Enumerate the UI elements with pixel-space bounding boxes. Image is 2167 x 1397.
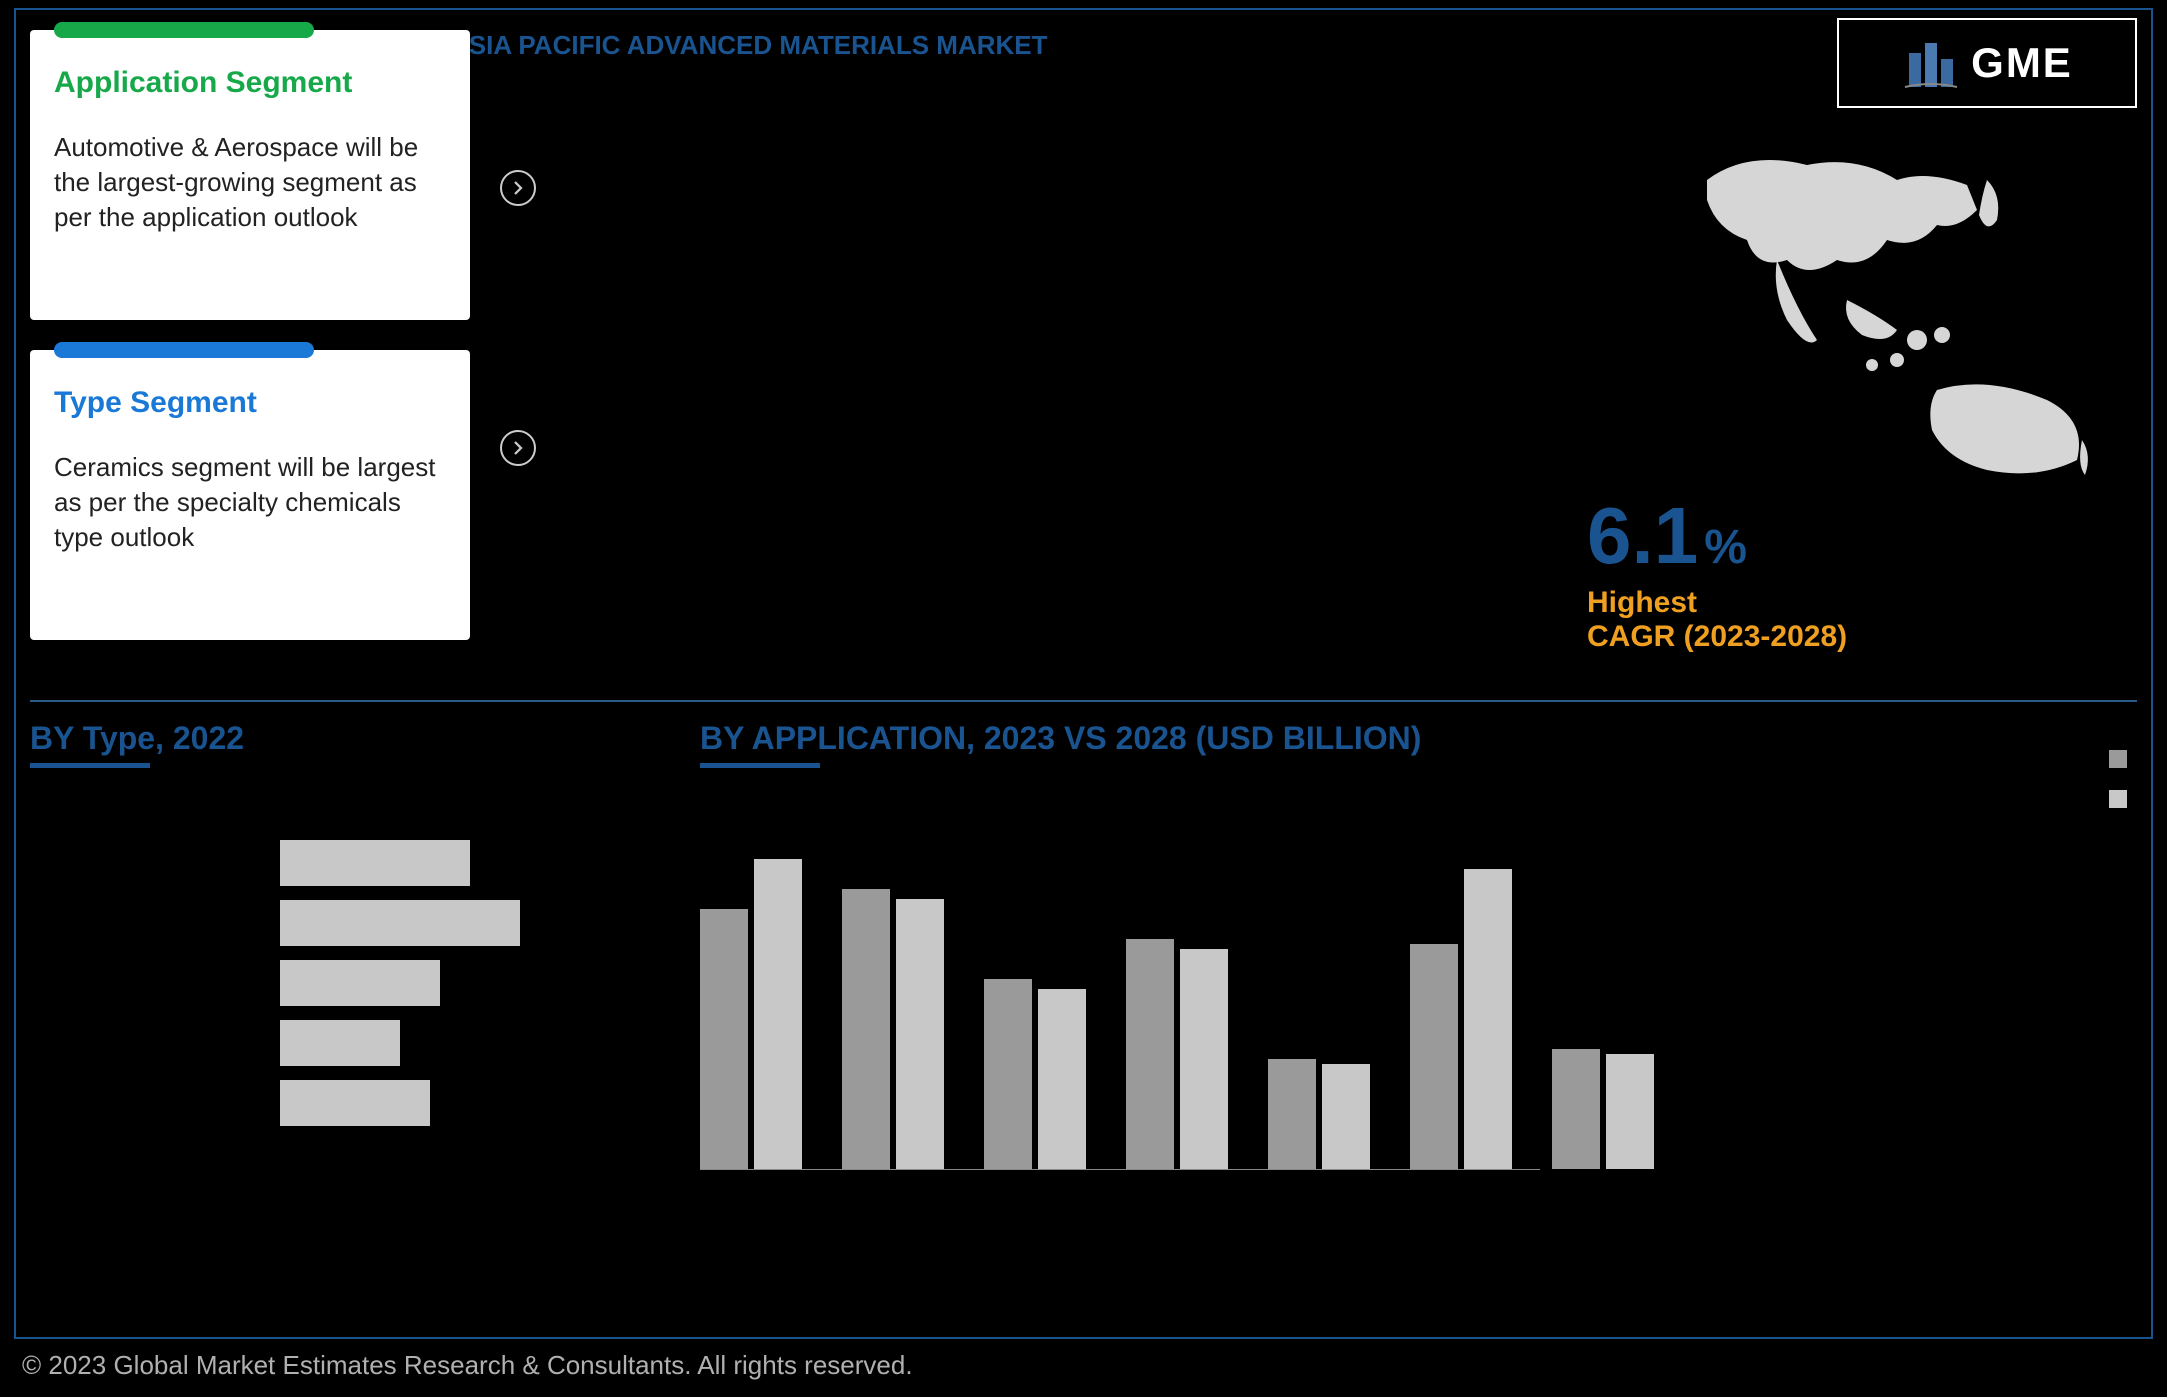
hbar-segment-a: [280, 900, 520, 946]
vbar-group: [1126, 939, 1228, 1169]
application-grouped-bar-chart: [700, 790, 1540, 1170]
application-segment-card: Application Segment Automotive & Aerospa…: [30, 30, 470, 320]
hbar-row: [280, 960, 680, 1006]
vbar-group: [1268, 1059, 1370, 1169]
page-title: ASIA PACIFIC ADVANCED MATERIALS MARKET: [450, 30, 1048, 61]
vbar-2028: [1606, 1054, 1654, 1169]
hbar-row: [280, 1020, 680, 1066]
logo-box: GME: [1837, 18, 2137, 108]
legend-swatch-2023: [2109, 750, 2127, 768]
card-accent-bar: [54, 342, 314, 358]
hbar-segment-b: [470, 840, 560, 886]
type-chart-heading: BY Type, 2022: [30, 720, 680, 757]
asia-pacific-map: [1687, 140, 2107, 480]
vbar-2023: [984, 979, 1032, 1169]
section-divider: [30, 700, 2137, 702]
type-chart-section: BY Type, 2022: [30, 720, 680, 768]
card-title: Type Segment: [54, 386, 446, 420]
vbar-2023: [1268, 1059, 1316, 1169]
hbar-segment-a: [280, 960, 440, 1006]
vbar-2028: [1322, 1064, 1370, 1169]
chevron-right-icon: [500, 430, 536, 466]
vbar-group: [700, 859, 802, 1169]
legend-swatch-2028: [2109, 790, 2127, 808]
application-chart-heading: BY APPLICATION, 2023 VS 2028 (USD BILLIO…: [700, 720, 1500, 757]
heading-underline: [30, 763, 150, 768]
logo-text: GME: [1971, 39, 2073, 87]
vbar-2028: [754, 859, 802, 1169]
vbar-group: [842, 889, 944, 1169]
vbar-2028: [1464, 869, 1512, 1169]
cagr-value: 6.1 %: [1587, 490, 1907, 582]
hbar-segment-b: [520, 900, 560, 946]
vbar-2023: [842, 889, 890, 1169]
vbar-group: [1410, 869, 1512, 1169]
card-body: Automotive & Aerospace will be the large…: [54, 130, 446, 235]
vbar-2023: [1410, 944, 1458, 1169]
hbar-segment-a: [280, 1080, 430, 1126]
vbar-2023: [1552, 1049, 1600, 1169]
hbar-row: [280, 840, 680, 886]
hbar-row: [280, 900, 680, 946]
vbar-2028: [1180, 949, 1228, 1169]
cagr-label-1: Highest: [1587, 586, 1907, 620]
vbar-group: [1552, 1049, 1654, 1169]
gme-buildings-icon: [1901, 33, 1961, 93]
application-chart-section: BY APPLICATION, 2023 VS 2028 (USD BILLIO…: [700, 720, 1500, 768]
chevron-right-icon: [500, 170, 536, 206]
card-title: Application Segment: [54, 66, 446, 100]
hbar-segment-a: [280, 1020, 400, 1066]
copyright-text: © 2023 Global Market Estimates Research …: [22, 1350, 913, 1381]
vbar-2028: [1038, 989, 1086, 1169]
cagr-block: 6.1 % Highest CAGR (2023-2028): [1587, 490, 1907, 654]
cagr-unit: %: [1704, 520, 1747, 575]
card-body: Ceramics segment will be largest as per …: [54, 450, 446, 555]
type-segment-card: Type Segment Ceramics segment will be la…: [30, 350, 470, 640]
card-accent-bar: [54, 22, 314, 38]
cagr-number: 6.1: [1587, 490, 1698, 582]
type-horizontal-bar-chart: [280, 840, 680, 1140]
heading-underline: [700, 763, 820, 768]
hbar-row: [280, 1080, 680, 1126]
vbar-2028: [896, 899, 944, 1169]
vbar-group: [984, 979, 1086, 1169]
vbar-2023: [700, 909, 748, 1169]
cagr-label-2: CAGR (2023-2028): [1587, 620, 1907, 654]
hbar-segment-a: [280, 840, 470, 886]
vbar-2023: [1126, 939, 1174, 1169]
